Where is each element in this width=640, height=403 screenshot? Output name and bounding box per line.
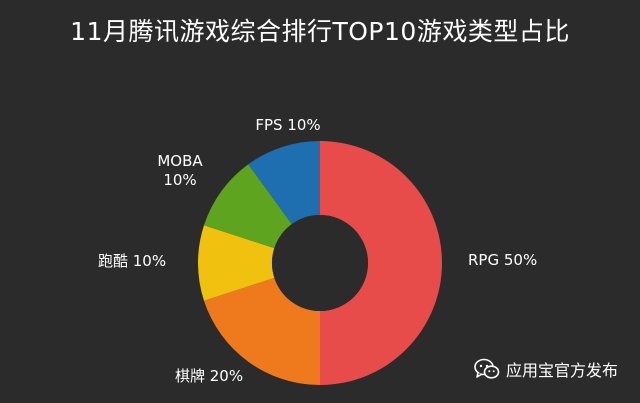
slice-fps [248, 141, 320, 225]
slice-label-moba-line2: 10% [163, 171, 196, 189]
slice-跑酷 [198, 225, 275, 301]
slice-label-rpg: RPG 50% [468, 251, 537, 269]
slice-rpg [320, 141, 442, 385]
donut-slices [198, 141, 442, 385]
slice-label-moba-line1: MOBA [157, 152, 203, 170]
wechat-icon [474, 358, 500, 380]
slice-label-fps: FPS 10% [255, 116, 320, 134]
watermark-text: 应用宝官方发布 [505, 361, 618, 380]
slice-棋牌 [203, 277, 320, 385]
donut-hole [272, 215, 368, 311]
slice-label-跑酷: 跑酷 10% [98, 252, 166, 270]
slice-label-棋牌: 棋牌 20% [175, 367, 243, 385]
chart-title: 11月腾讯游戏综合排行TOP10游戏类型占比 [70, 17, 570, 46]
slice-moba [203, 164, 292, 249]
watermark: 应用宝官方发布 [474, 357, 618, 381]
